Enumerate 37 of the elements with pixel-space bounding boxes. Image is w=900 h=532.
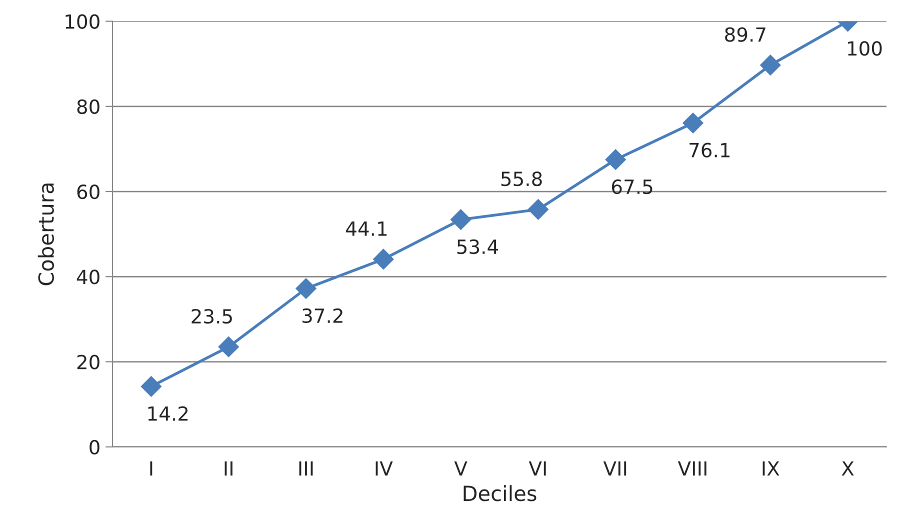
y-axis-title: Cobertura — [38, 184, 54, 286]
y-tick-label: 40 — [76, 270, 100, 284]
point — [450, 209, 472, 230]
x-tick-label: IX — [762, 461, 780, 476]
point — [528, 199, 549, 220]
y-tick-label: 80 — [77, 99, 100, 114]
x-tick-label: VII — [603, 461, 626, 476]
y-tick-label: 60 — [77, 184, 100, 200]
data-label: 23.5 — [192, 308, 232, 324]
x-axis-title: Deciles — [464, 485, 536, 502]
point — [605, 149, 626, 170]
data-label: 44.1 — [346, 222, 387, 236]
data-label: 55.8 — [501, 171, 542, 186]
x-tick-label: VI — [528, 461, 546, 476]
x-tick-label: II — [224, 461, 232, 476]
data-label: 67.5 — [612, 179, 652, 194]
x-tick-label: X — [842, 461, 854, 476]
data-label: 100 — [848, 41, 882, 56]
point — [218, 336, 239, 358]
x-tick-label: VIII — [678, 461, 706, 476]
data-label: 89.7 — [725, 27, 766, 42]
data-label: 76.1 — [690, 142, 730, 158]
x-tick-label: V — [454, 461, 468, 476]
x-tick-label: IV — [376, 461, 393, 476]
y-tick-label: 100 — [66, 14, 100, 29]
point — [140, 376, 162, 397]
data-label: 37.2 — [302, 308, 342, 324]
y-tick-label: 20 — [77, 354, 100, 370]
point — [373, 248, 394, 270]
point — [296, 278, 316, 299]
point — [760, 54, 781, 76]
data-label: 14.2 — [148, 406, 188, 421]
x-tick-label: III — [299, 461, 313, 476]
point — [682, 112, 704, 134]
y-tick-label: 0 — [90, 440, 100, 455]
x-tick-label: I — [150, 461, 152, 476]
data-label: 53.4 — [457, 239, 498, 254]
